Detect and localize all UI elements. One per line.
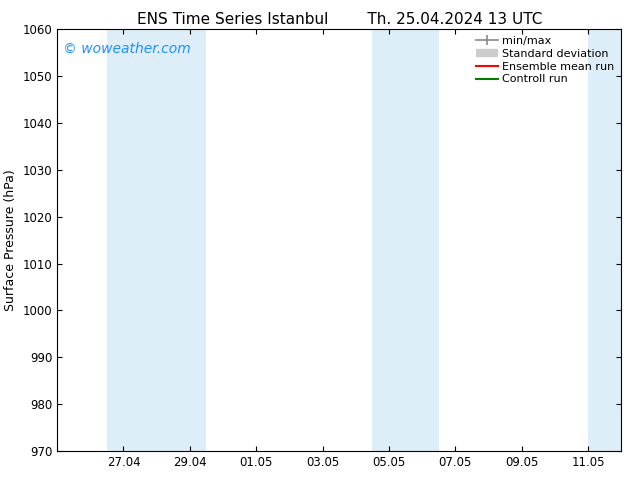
Title: ENS Time Series Istanbul        Th. 25.04.2024 13 UTC: ENS Time Series Istanbul Th. 25.04.2024 … — [136, 12, 542, 27]
Bar — [372, 29, 439, 451]
Text: © woweather.com: © woweather.com — [63, 42, 190, 56]
Legend: min/max, Standard deviation, Ensemble mean run, Controll run: min/max, Standard deviation, Ensemble me… — [471, 32, 619, 89]
Bar — [588, 29, 621, 451]
Y-axis label: Surface Pressure (hPa): Surface Pressure (hPa) — [4, 169, 17, 311]
Bar — [107, 29, 207, 451]
